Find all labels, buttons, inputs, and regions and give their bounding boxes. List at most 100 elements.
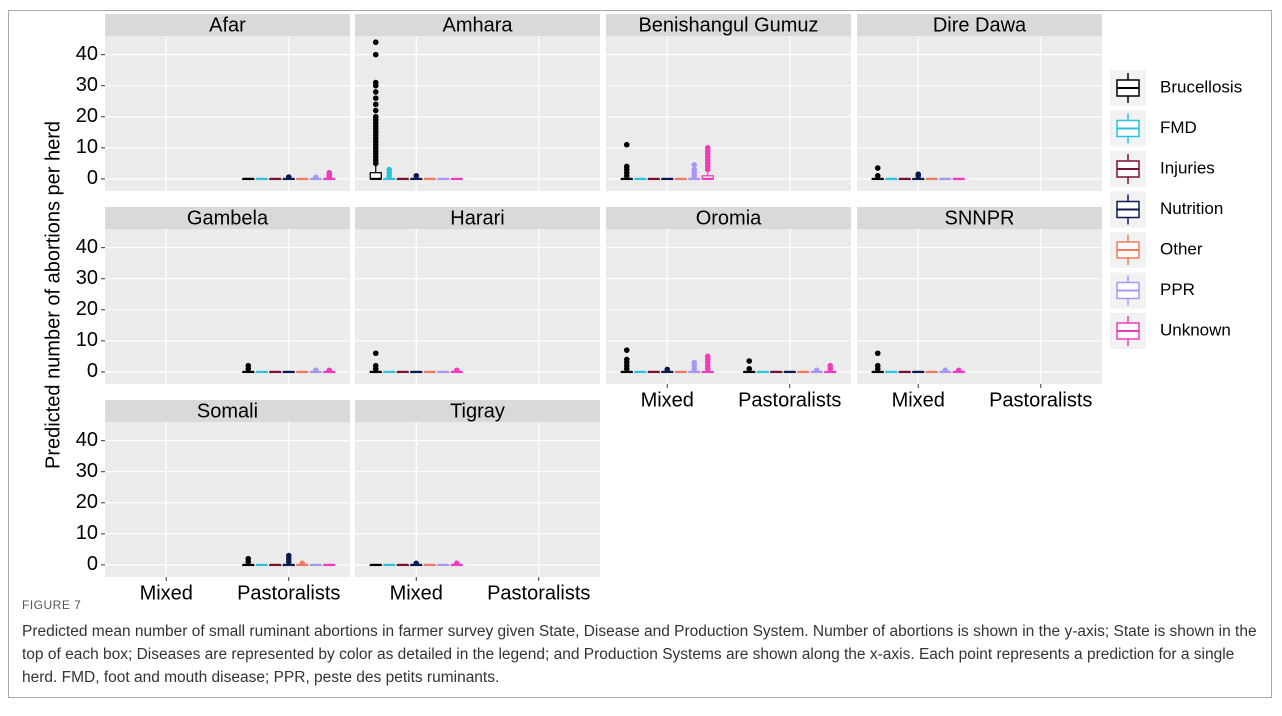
strip bbox=[355, 400, 600, 422]
y-tick-label: 30 bbox=[76, 74, 98, 96]
x-tick-label: Mixed bbox=[641, 389, 694, 411]
y-tick-label: 30 bbox=[76, 460, 98, 482]
outlier bbox=[874, 172, 881, 179]
outlier bbox=[623, 347, 630, 353]
y-tick-label: 10 bbox=[76, 136, 98, 158]
outlier bbox=[664, 366, 671, 373]
y-tick-label: 10 bbox=[76, 329, 98, 351]
outlier bbox=[704, 353, 711, 360]
outlier bbox=[813, 367, 820, 374]
outlier bbox=[326, 169, 333, 176]
figure-frame bbox=[8, 10, 1272, 698]
outlier bbox=[372, 95, 379, 101]
y-tick-label: 0 bbox=[87, 553, 98, 575]
outlier bbox=[915, 171, 922, 178]
x-tick-label: Pastoralists bbox=[237, 582, 340, 600]
outlier bbox=[623, 163, 630, 170]
outlier bbox=[453, 367, 460, 374]
legend-label: PPR bbox=[1160, 280, 1195, 299]
y-tick-label: 20 bbox=[76, 298, 98, 320]
outlier bbox=[312, 367, 319, 374]
legend-label: FMD bbox=[1160, 118, 1197, 137]
strip bbox=[355, 14, 600, 36]
outlier bbox=[874, 362, 881, 369]
figure-label: FIGURE 7 bbox=[22, 598, 82, 612]
strip bbox=[857, 14, 1102, 36]
panel bbox=[105, 229, 350, 384]
y-tick-label: 30 bbox=[76, 267, 98, 289]
outlier bbox=[299, 560, 306, 567]
legend-label: Unknown bbox=[1160, 320, 1231, 339]
outlier bbox=[372, 107, 379, 114]
strip-title: Oromia bbox=[696, 207, 762, 229]
outlier bbox=[874, 165, 881, 171]
x-tick-label: Mixed bbox=[140, 582, 193, 600]
outlier bbox=[386, 166, 393, 173]
outlier bbox=[827, 362, 834, 369]
outlier bbox=[372, 113, 379, 120]
outlier bbox=[942, 367, 949, 374]
outlier bbox=[453, 560, 460, 567]
outlier bbox=[372, 51, 379, 58]
strip bbox=[105, 14, 350, 36]
outlier bbox=[955, 367, 962, 374]
outlier bbox=[326, 367, 333, 374]
y-tick-label: 0 bbox=[87, 167, 98, 189]
strip-title: Benishangul Gumuz bbox=[638, 14, 818, 36]
outlier bbox=[746, 365, 753, 372]
panel bbox=[355, 229, 600, 384]
panel bbox=[606, 229, 851, 384]
strip-title: Amhara bbox=[442, 14, 513, 36]
panel bbox=[355, 422, 600, 577]
strip-title: Tigray bbox=[450, 400, 505, 422]
outlier bbox=[245, 555, 252, 562]
y-axis-label: Predicted number of abortions per herd bbox=[42, 121, 64, 469]
strip-title: SNNPR bbox=[944, 207, 1014, 229]
outlier bbox=[372, 101, 379, 108]
outlier bbox=[413, 560, 420, 567]
x-tick-label: Mixed bbox=[390, 582, 443, 600]
y-tick-label: 40 bbox=[76, 43, 98, 65]
y-tick-label: 10 bbox=[76, 522, 98, 544]
legend-label: Nutrition bbox=[1160, 199, 1223, 218]
outlier bbox=[691, 166, 698, 173]
outlier bbox=[372, 362, 379, 369]
y-tick-label: 40 bbox=[76, 429, 98, 451]
figure-caption: Predicted mean number of small ruminant … bbox=[22, 623, 1257, 686]
legend-label: Injuries bbox=[1160, 158, 1215, 177]
y-tick-label: 0 bbox=[87, 360, 98, 382]
legend-label: Other bbox=[1160, 239, 1203, 258]
outlier bbox=[413, 172, 420, 179]
x-tick-label: Pastoralists bbox=[738, 389, 841, 411]
x-tick-label: Pastoralists bbox=[989, 389, 1092, 411]
chart: Predicted number of abortions per herd A… bbox=[42, 14, 1242, 600]
outlier bbox=[312, 174, 319, 181]
x-tick-label: Mixed bbox=[892, 389, 945, 411]
outlier bbox=[746, 358, 753, 364]
outlier bbox=[372, 89, 379, 95]
strip bbox=[606, 207, 851, 229]
outlier bbox=[874, 350, 881, 357]
y-tick-label: 20 bbox=[76, 491, 98, 513]
panel bbox=[857, 36, 1102, 191]
outlier bbox=[285, 552, 292, 559]
legend-label: Brucellosis bbox=[1160, 77, 1242, 96]
panel bbox=[606, 36, 851, 191]
outlier bbox=[372, 350, 379, 357]
y-tick-label: 40 bbox=[76, 236, 98, 258]
outlier bbox=[372, 79, 379, 86]
strip-title: Afar bbox=[209, 14, 246, 36]
outlier bbox=[691, 162, 698, 168]
strip bbox=[355, 207, 600, 229]
strip bbox=[105, 207, 350, 229]
outlier bbox=[623, 141, 630, 148]
panel bbox=[105, 36, 350, 191]
strip-title: Somali bbox=[197, 400, 258, 422]
strip-title: Gambela bbox=[187, 207, 269, 229]
y-tick-label: 20 bbox=[76, 105, 98, 127]
strip bbox=[857, 207, 1102, 229]
strip-title: Harari bbox=[450, 207, 504, 229]
panel bbox=[105, 422, 350, 577]
outlier bbox=[372, 39, 379, 46]
outlier bbox=[704, 145, 711, 151]
